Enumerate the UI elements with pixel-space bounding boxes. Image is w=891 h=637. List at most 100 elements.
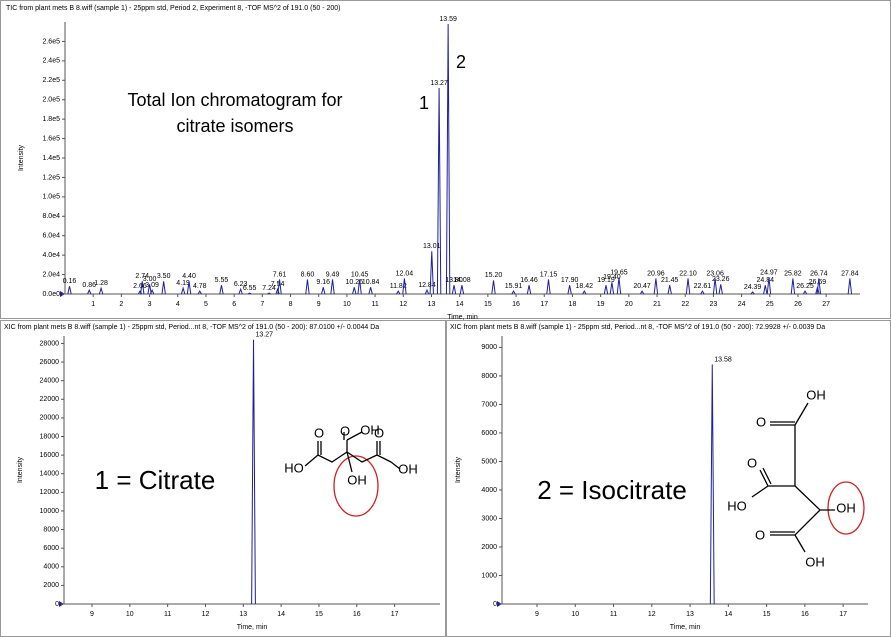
peak	[352, 287, 357, 295]
peak	[802, 290, 808, 295]
peak	[238, 287, 243, 295]
peak	[709, 364, 715, 605]
peak	[653, 278, 659, 295]
y-tick-label: 1.8e5	[42, 116, 60, 123]
peak-label: 3.50	[157, 273, 171, 280]
peak-label: 12.04	[396, 270, 414, 277]
x-tick-label: 16	[512, 301, 520, 308]
peak-label: 4.40	[182, 273, 196, 280]
chart-title: XIC from plant mets B 8.wiff (sample 1) …	[450, 324, 825, 331]
peak	[766, 277, 772, 295]
bond	[304, 431, 401, 473]
x-tick-label: 16	[353, 611, 361, 618]
peak	[402, 278, 407, 295]
peak-label: 23.26	[712, 276, 730, 283]
peak-label: 5.55	[215, 277, 229, 284]
peak-label: 15.91	[505, 283, 523, 290]
peak-label: 13.59	[439, 16, 457, 23]
peak	[161, 281, 166, 295]
y-tick-label: 10000	[40, 508, 60, 515]
highlight-circle	[827, 481, 865, 535]
atom-label: HO	[727, 498, 747, 513]
peak-label: 25.82	[784, 270, 802, 277]
x-tick-label: 11	[610, 611, 617, 618]
peak	[700, 290, 705, 295]
peak	[847, 278, 853, 295]
x-tick-label: 17	[839, 611, 847, 618]
x-tick-label: 7	[260, 301, 264, 308]
peak	[180, 286, 186, 295]
citrate-structure: O OH HO O OH O OH	[284, 422, 418, 517]
peak	[685, 278, 691, 295]
y-tick-label: 0	[493, 601, 497, 608]
chart-title: TIC from plant mets B 8.wiff (sample 1) …	[6, 5, 341, 12]
peak-label: 10.26	[345, 279, 363, 286]
peak-label: 20.47	[633, 283, 651, 290]
peak-label: 20.96	[647, 270, 665, 277]
peak	[451, 285, 457, 295]
peak-label: 4.78	[193, 283, 207, 290]
peak-label: 1.28	[94, 280, 108, 287]
peak	[582, 290, 587, 295]
peak	[567, 285, 572, 295]
atom-label: O	[314, 425, 324, 440]
peak-label: 19.19	[597, 277, 615, 284]
panel-frame	[0, 0, 891, 319]
y-tick-label: 22000	[40, 396, 60, 403]
peak	[186, 281, 192, 295]
y-tick-label: 4000	[43, 564, 59, 571]
peak	[219, 285, 224, 295]
peak	[330, 279, 335, 295]
peak-label: 6.55	[243, 285, 257, 292]
panel-frame	[0, 320, 446, 637]
annotation: citrate isomers	[176, 116, 293, 136]
peak	[459, 285, 465, 295]
y-tick-label: 4.0e4	[42, 252, 60, 259]
x-tick-label: 3	[148, 301, 152, 308]
x-tick-label: 15	[315, 611, 323, 618]
peak-label: 8.60	[301, 271, 315, 278]
peak-label: 7.61	[273, 271, 287, 278]
x-tick-label: 20	[625, 301, 633, 308]
x-tick-label: 22	[681, 301, 689, 308]
x-tick-label: 11	[164, 611, 171, 618]
y-tick-label: 2.4e5	[42, 58, 60, 65]
x-tick-label: 15	[763, 611, 771, 618]
peak	[247, 292, 252, 295]
peak-label: 21.45	[661, 277, 679, 284]
y-tick-label: 2.0e5	[42, 97, 60, 104]
peak-label: 14.08	[453, 277, 471, 284]
atom-label: OH	[806, 387, 826, 402]
peak	[526, 285, 532, 295]
peak-label: 3.00	[143, 276, 157, 283]
y-tick-label: 2.6e5	[42, 38, 60, 45]
y-tick-label: 2.0e4	[42, 271, 60, 278]
y-tick-label: 5000	[481, 458, 497, 465]
x-tick-label: 11	[371, 301, 378, 308]
peak-label: 26.74	[810, 270, 828, 277]
peak	[712, 278, 718, 295]
atom-label: O	[747, 455, 757, 470]
y-tick-label: 9000	[481, 344, 497, 351]
x-axis-label: Time, min	[447, 314, 478, 321]
peak	[251, 339, 256, 605]
y-axis-label: Intensity	[18, 144, 25, 171]
peak-label: 13.01	[423, 243, 441, 250]
x-tick-label: 12	[202, 611, 210, 618]
x-tick-label: 12	[399, 301, 407, 308]
peak-label: 22.61	[694, 283, 712, 290]
peak	[98, 286, 104, 295]
peak-label: 11.82	[390, 283, 407, 290]
x-tick-label: 17	[391, 611, 399, 618]
peak-label: 13.80	[445, 277, 463, 284]
peak	[429, 251, 434, 295]
annotation: Total Ion chromatogram for	[127, 90, 342, 110]
peak	[436, 88, 442, 295]
peak-label: 15.20	[485, 272, 503, 279]
peak	[149, 288, 155, 295]
x-tick-label: 13	[239, 611, 247, 618]
peak-label: 13.27	[256, 332, 274, 339]
peak-label: 26.69	[809, 279, 827, 286]
peak	[667, 285, 672, 295]
